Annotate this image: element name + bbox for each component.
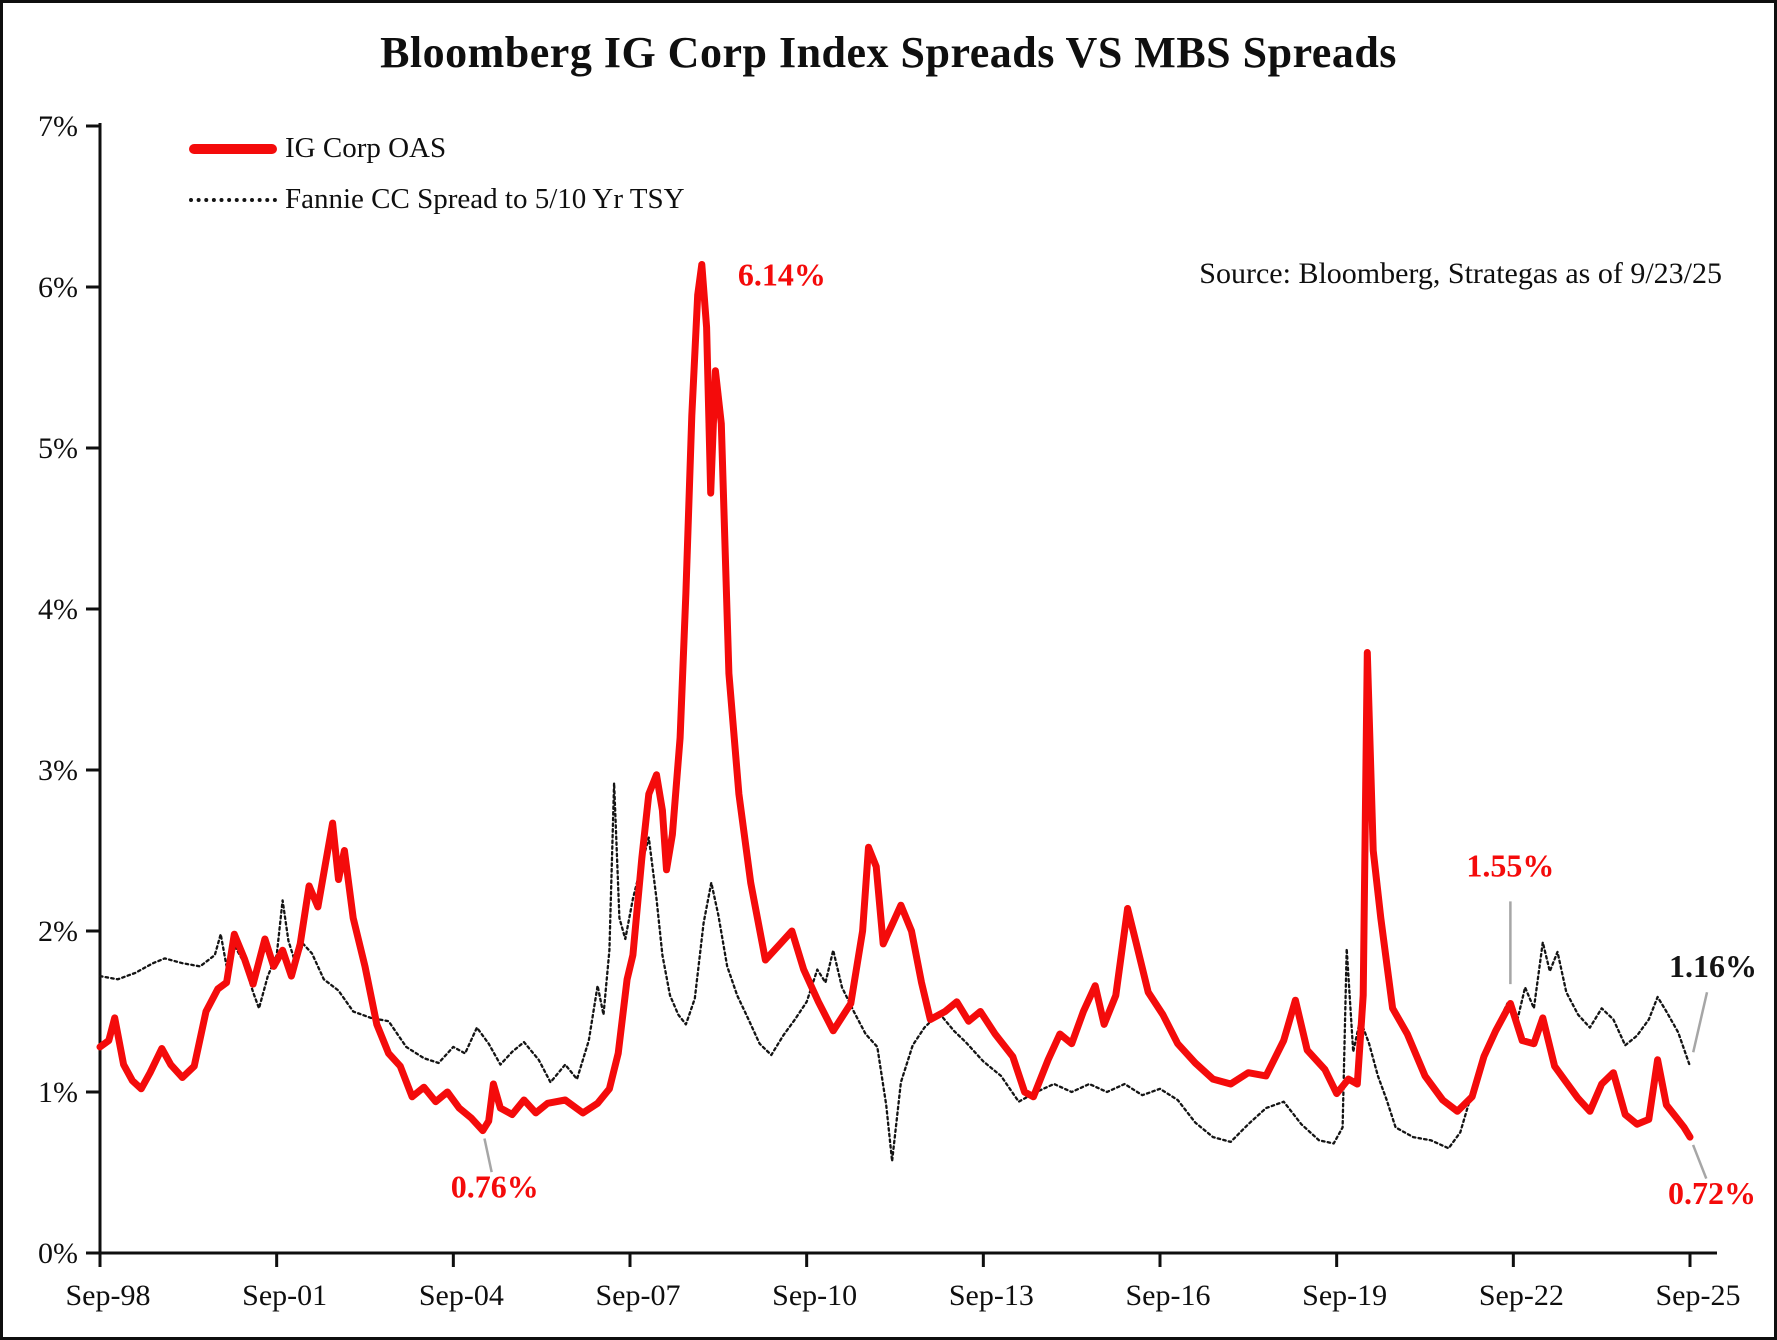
y-axis-tick-label: 3% — [38, 754, 78, 787]
x-axis-tick-label: Sep-22 — [1479, 1279, 1564, 1312]
legend-label-fannie-cc-spread: Fannie CC Spread to 5/10 Yr TSY — [285, 183, 685, 215]
annotation-value-label: 1.55% — [1466, 847, 1554, 883]
annotation-leader-line — [1691, 1144, 1708, 1179]
x-axis-tick-label: Sep-19 — [1302, 1279, 1387, 1312]
annotation-value-label: 6.14% — [738, 256, 826, 292]
legend-swatch-red-line-icon — [189, 143, 277, 154]
axis-labels: 0% 1% 2% 3% 4% 5% 6% 7% Sep-98 Sep-01 Sep-04 Sep-07… — [38, 110, 1741, 1312]
legend-item-ig-corp-oas: IG Corp OAS — [189, 123, 685, 174]
y-axis-tick-label: 5% — [38, 432, 78, 465]
y-axis-tick-label: 2% — [38, 915, 78, 948]
x-axis-tick-label: Sep-98 — [66, 1279, 151, 1312]
source-note: Source: Bloomberg, Strategas as of 9/23/… — [1199, 257, 1722, 290]
annotation-leader-line — [1692, 991, 1709, 1053]
annotations: 6.14% 0.76% 1.55% 1.16% 0.72% — [451, 256, 1757, 1211]
x-axis-tick-label: Sep-10 — [772, 1279, 857, 1312]
legend-swatch-dotted-line-icon — [189, 197, 277, 202]
annotation-value-label: 1.16% — [1669, 948, 1757, 984]
annotation-leader-line — [483, 1138, 493, 1173]
annotation-value-label: 0.76% — [451, 1169, 539, 1205]
x-axis-tick-label: Sep-04 — [419, 1279, 504, 1312]
y-axis-tick-label: 6% — [38, 271, 78, 304]
annotation-value-label: 0.72% — [1668, 1175, 1756, 1211]
legend-label-ig-corp-oas: IG Corp OAS — [285, 132, 447, 164]
y-axis-tick-label: 7% — [38, 110, 78, 143]
x-axis-tick-label: Sep-25 — [1656, 1279, 1741, 1312]
x-axis-tick-label: Sep-16 — [1126, 1279, 1211, 1312]
x-axis-tick-label: Sep-13 — [949, 1279, 1034, 1312]
x-axis-tick-label: Sep-07 — [596, 1279, 681, 1312]
y-axis-tick-label: 4% — [38, 593, 78, 626]
series-line-ig-corp-oas — [96, 261, 1694, 1141]
y-axis-tick-label: 1% — [38, 1076, 78, 1109]
chart-title: Bloomberg IG Corp Index Spreads VS MBS S… — [380, 28, 1397, 77]
y-axis-tick-label: 0% — [38, 1237, 78, 1270]
chart-canvas: 0% 1% 2% 3% 4% 5% 6% 7% Sep-98 Sep-01 Sep-04 Sep-07… — [38, 110, 1757, 1312]
legend-item-fannie-cc-spread: Fannie CC Spread to 5/10 Yr TSY — [189, 174, 685, 225]
legend: IG Corp OAS Fannie CC Spread to 5/10 Yr … — [189, 123, 685, 225]
series-line-fannie-cc-spread-to-5-10-yr-tsy — [98, 781, 1692, 1163]
axes — [86, 123, 1717, 1267]
x-axis-tick-label: Sep-01 — [242, 1279, 327, 1312]
